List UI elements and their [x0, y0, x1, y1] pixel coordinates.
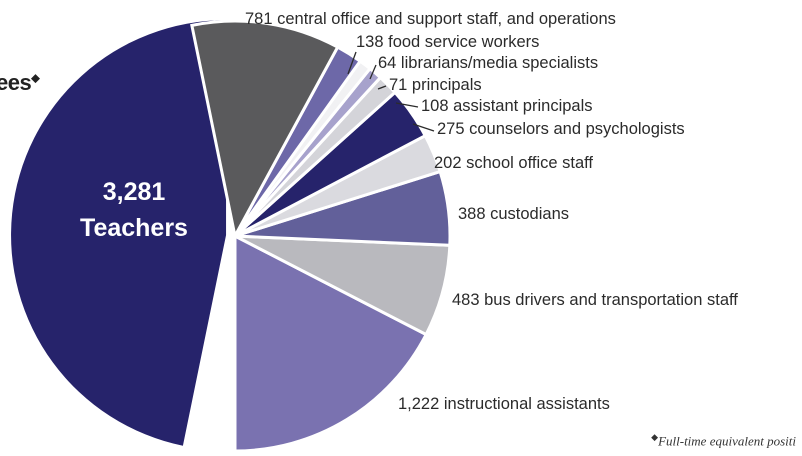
leader-lines — [347, 51, 435, 132]
slice-label-8: 64 librarians/media specialists — [378, 54, 598, 72]
slice-label-3: 388 custodians — [458, 205, 569, 223]
footnote-text: Full-time equivalent positi — [658, 433, 796, 449]
slice-label-2: 483 bus drivers and transportation staff — [452, 291, 738, 309]
slice-label-6: 108 assistant principals — [421, 97, 593, 115]
pie-slice-1 — [233, 233, 429, 453]
slice-label-7: 71 principals — [389, 76, 482, 94]
leader-line-8 — [369, 64, 377, 80]
slice-labels: 1,222 instructional assistants 483 bus dr… — [245, 10, 738, 413]
slice-label-10: 781 central office and support staff, an… — [245, 10, 616, 28]
teachers-count-label: 3,281 — [103, 178, 166, 206]
footnote-mark: ◆ — [651, 432, 659, 442]
pie-slices — [11, 19, 452, 453]
slice-label-9: 138 food service workers — [356, 33, 539, 51]
slice-label-1: 1,222 instructional assistants — [398, 395, 610, 413]
leader-line-7 — [377, 85, 387, 90]
footnote: ◆Full-time equivalent positi — [651, 432, 796, 449]
slice-label-5: 275 counselors and psychologists — [437, 120, 685, 138]
heading-text: ees — [0, 70, 32, 95]
chart-heading-fragment: ees◆ — [0, 70, 40, 96]
heading-footnote-mark: ◆ — [31, 72, 40, 85]
leader-line-6 — [395, 102, 419, 108]
leader-line-5 — [412, 123, 435, 132]
teachers-name-label: Teachers — [80, 214, 188, 242]
slice-label-4: 202 school office staff — [434, 154, 593, 172]
pie-slice-10 — [190, 19, 340, 241]
leader-line-9 — [347, 51, 357, 75]
pie-slice-0 — [11, 20, 227, 446]
